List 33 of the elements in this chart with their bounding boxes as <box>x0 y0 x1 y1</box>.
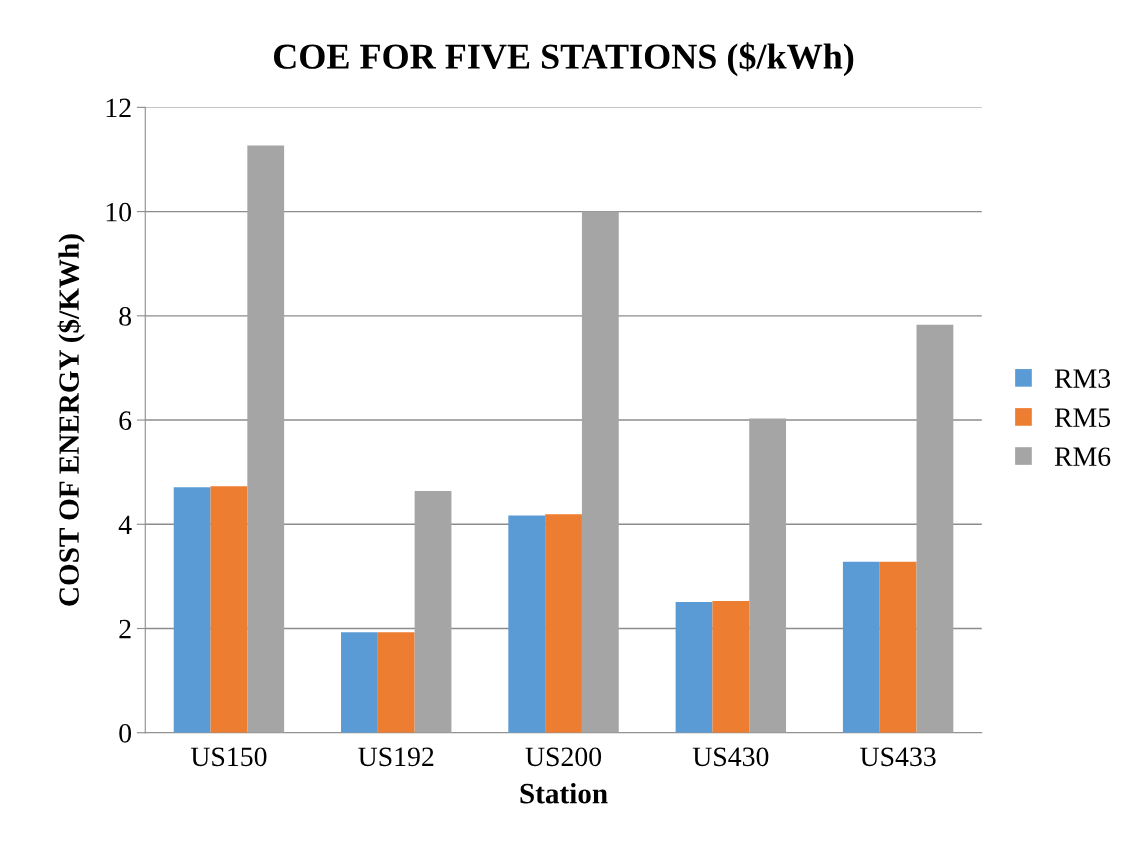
bar <box>712 600 750 733</box>
legend-label: RM3 <box>1054 369 1111 388</box>
bar <box>916 324 954 733</box>
bar <box>414 490 452 733</box>
bar <box>341 632 378 733</box>
y-tick-label: 10 <box>106 202 132 222</box>
x-tick-label: US430 <box>692 747 769 767</box>
x-tick-label: US433 <box>860 747 936 767</box>
bar <box>247 145 285 733</box>
bar <box>545 514 582 733</box>
legend-label: RM5 <box>1054 408 1111 427</box>
y-tick-label: 2 <box>119 619 131 639</box>
legend-label: RM6 <box>1054 447 1111 467</box>
bar <box>508 515 546 733</box>
x-tick-label: US192 <box>358 747 434 767</box>
bar <box>842 561 880 733</box>
x-tick-label: US200 <box>525 747 602 767</box>
x-tick-label: US150 <box>190 747 267 767</box>
y-tick-label: 4 <box>118 515 132 534</box>
x-axis-title: Station <box>520 782 608 804</box>
y-tick-label: 12 <box>106 98 131 118</box>
y-tick-label: 0 <box>119 723 132 743</box>
bar <box>210 486 248 733</box>
y-tick-label: 8 <box>119 306 132 326</box>
y-axis-title: COST OF ENERGY ($/KWh) <box>57 234 85 606</box>
bar <box>377 632 415 733</box>
bar <box>173 487 211 733</box>
chart-title: COE FOR FIVE STATIONS ($/kWh) <box>274 42 854 77</box>
bar <box>581 211 619 733</box>
bar <box>749 418 787 733</box>
bar <box>675 601 713 733</box>
y-tick-label: 6 <box>119 411 132 430</box>
bar <box>879 561 917 733</box>
